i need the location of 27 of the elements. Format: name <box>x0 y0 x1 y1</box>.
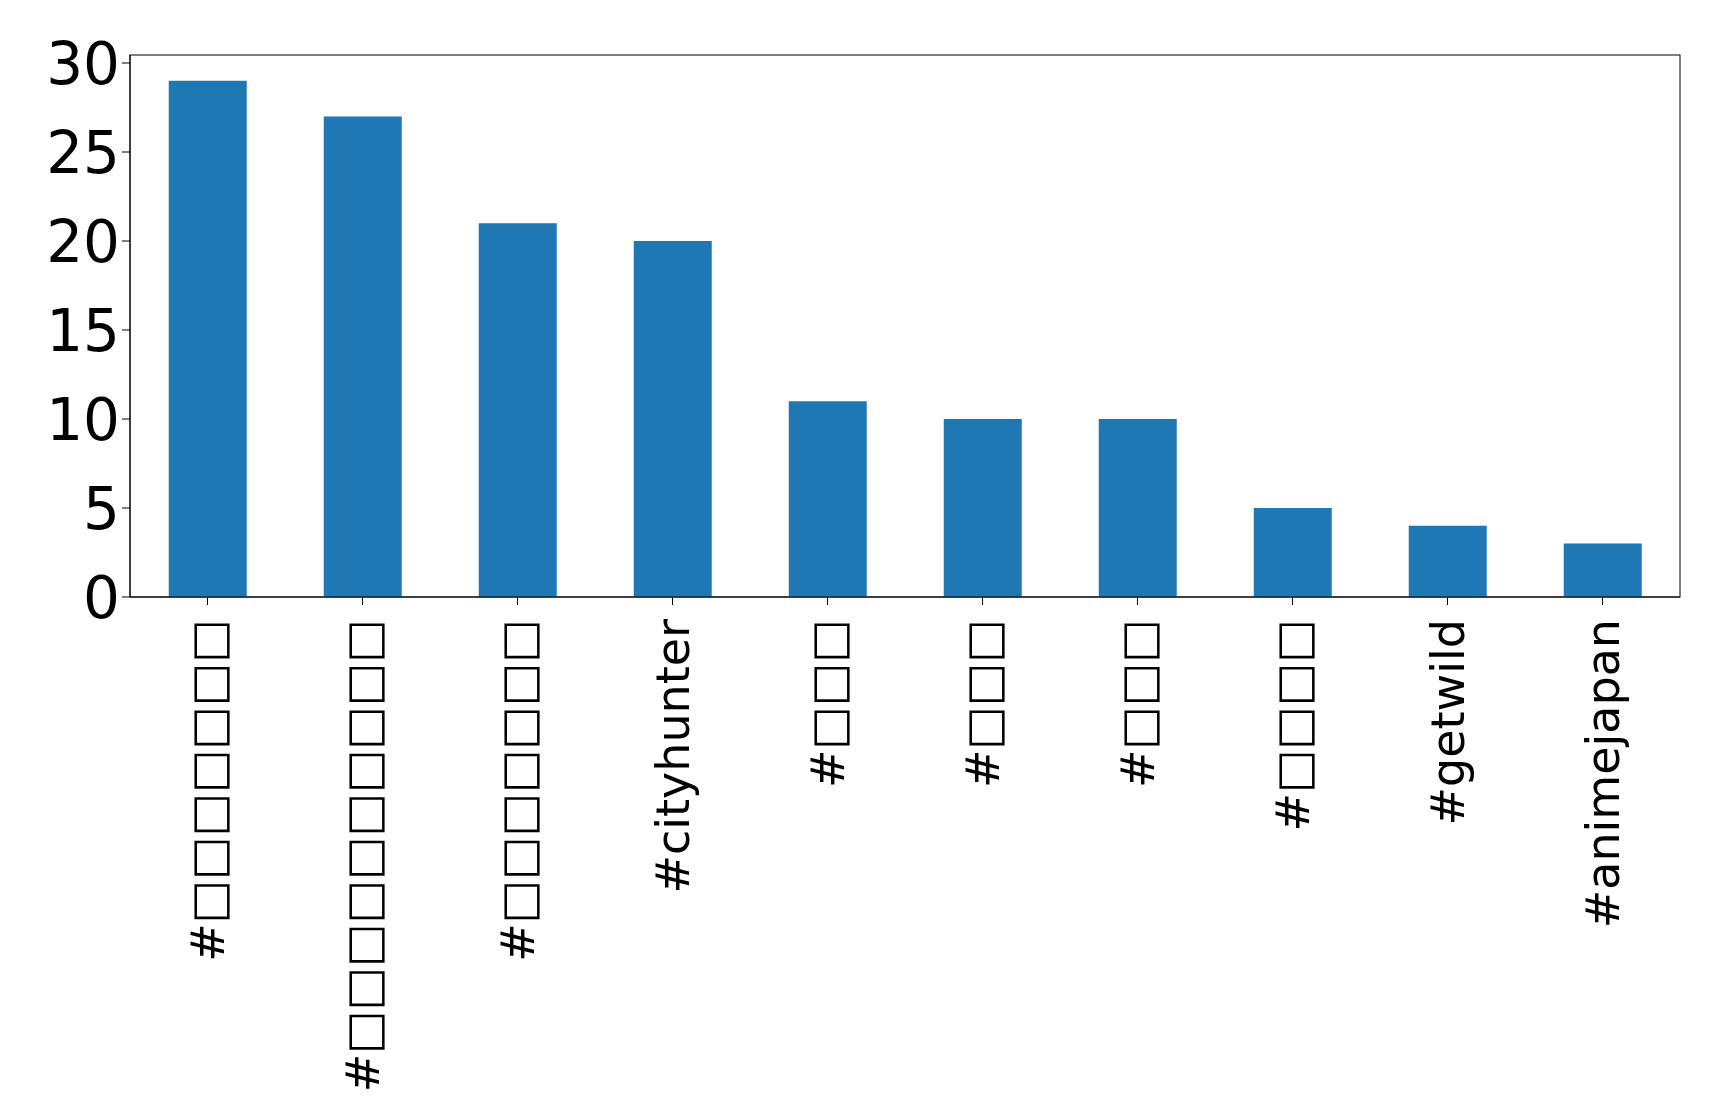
bar <box>323 116 402 597</box>
bar <box>633 241 712 597</box>
bar <box>1098 419 1177 597</box>
x-tick-label: #□□□ <box>800 619 855 788</box>
y-tick-label: 10 <box>46 385 120 454</box>
bar <box>1253 508 1332 597</box>
bar <box>168 80 247 597</box>
x-tick-label: #□□□ <box>1110 619 1165 788</box>
y-tick-label: 5 <box>83 474 120 543</box>
x-tick-label: #cityhunter <box>645 618 700 894</box>
y-tick-label: 20 <box>46 207 120 276</box>
y-tick-label: 30 <box>46 29 120 98</box>
bar <box>478 223 557 597</box>
x-tick-label: #□□□□ <box>1265 619 1320 832</box>
x-tick-label: #□□□□□□□ <box>490 619 545 962</box>
bar <box>1563 543 1642 597</box>
x-tick-label: #□□□□□□□□□□ <box>335 619 390 1093</box>
y-tick-label: 25 <box>46 118 120 187</box>
x-tick-label: #animejapan <box>1575 619 1630 929</box>
bar <box>943 419 1022 597</box>
y-tick-label: 0 <box>83 563 120 632</box>
x-tick-label: #□□□ <box>955 619 1010 788</box>
y-tick-label: 15 <box>46 296 120 365</box>
x-tick-label: #getwild <box>1420 619 1475 826</box>
bar <box>788 401 867 597</box>
x-tick-label: #□□□□□□□ <box>180 619 235 962</box>
bar <box>1408 525 1487 597</box>
